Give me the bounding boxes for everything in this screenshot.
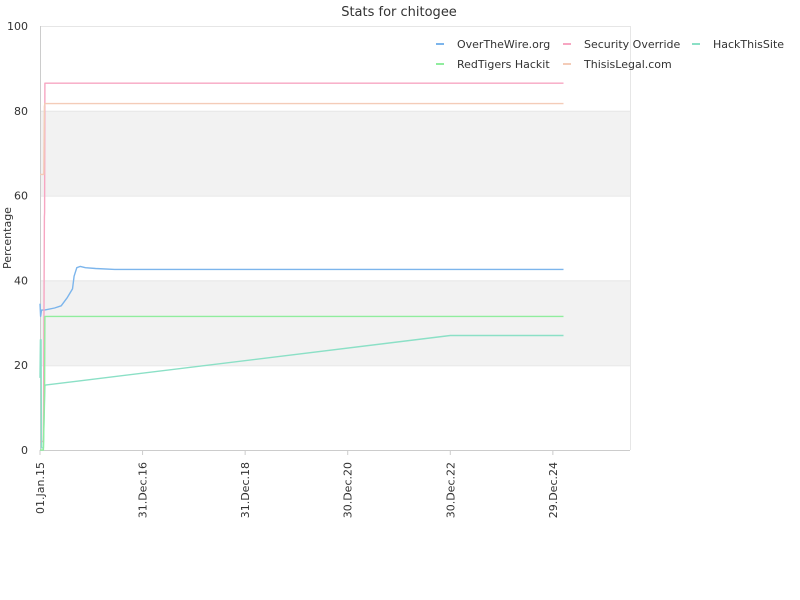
y-tick-label: 20 [14,359,28,372]
y-tick-label: 0 [21,444,28,457]
series-line-security-override [40,82,564,443]
y-axis-title: Percentage [1,207,14,269]
y-tick-label: 80 [14,105,28,118]
series-line-overthewire-org [39,265,564,318]
y-axis-ticks: 0 20 40 60 80 100 [7,20,28,457]
y-tick-label: 60 [14,190,28,203]
legend-label-thisislegal-com: ThisisLegal.com [583,58,672,71]
axes [40,26,631,451]
series-line-thisislegal-com [40,102,564,176]
y-tick-label: 100 [7,20,28,33]
legend: OverTheWire.org Security Override HackThis… [436,38,784,71]
chart-title: Stats for chitogee [341,5,457,20]
series-line-redtigers-hackit [40,315,564,451]
plot-band-1 [40,110,630,196]
x-tick-label: 30.Dec.22 [444,462,457,518]
x-tick-label: 30.Dec.20 [342,462,355,518]
x-axis-ticks: 01.Jan.15 31.Dec.16 31.Dec.18 30.Dec.20 30.D… [34,450,560,518]
x-tick-label: 31.Dec.16 [137,462,150,518]
legend-label-security-override: Security Override [584,38,680,51]
series-lines [39,82,564,451]
x-tick-label: 29.Dec.24 [547,462,560,518]
legend-label-redtigers-hackit: RedTigers Hackit [457,58,550,71]
gridlines [40,26,630,451]
legend-label-hackthissite: HackThisSite [713,38,784,51]
y-tick-label: 40 [14,274,28,287]
plot-bands [40,110,630,366]
x-tick-label: 31.Dec.18 [239,462,252,518]
plot-band-0 [40,280,630,366]
x-tick-label: 01.Jan.15 [34,462,47,514]
legend-label-overthewire-org: OverTheWire.org [457,38,550,51]
